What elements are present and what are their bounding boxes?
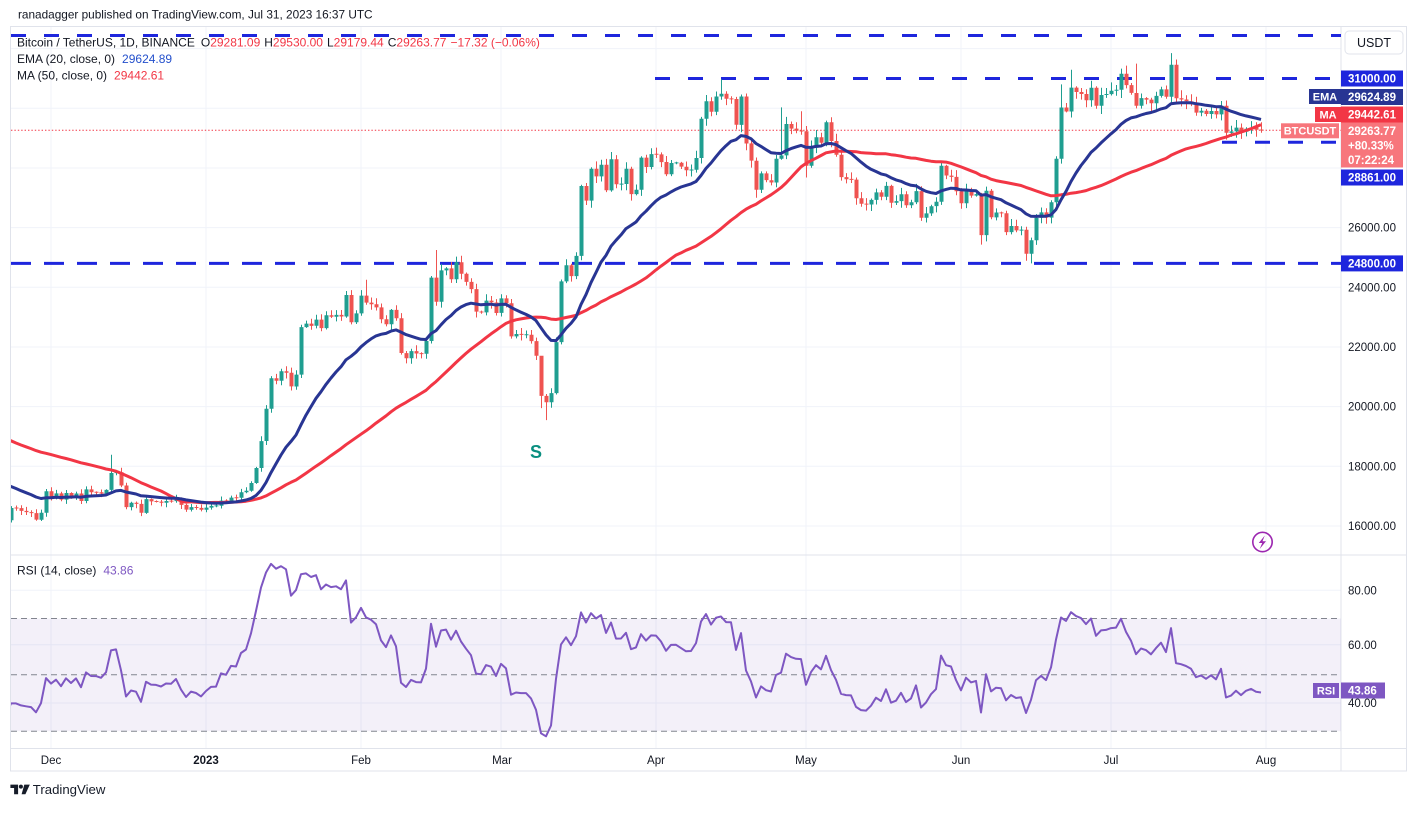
svg-text:+80.33%: +80.33%	[1348, 141, 1394, 153]
svg-text:EMA (20, close, 0)29624.89: EMA (20, close, 0) 29624.89	[17, 52, 172, 66]
svg-text:60.00: 60.00	[1348, 640, 1377, 652]
svg-text:80.00: 80.00	[1348, 585, 1377, 597]
svg-text:2023: 2023	[193, 755, 219, 767]
svg-text:07:22:24: 07:22:24	[1348, 155, 1395, 167]
svg-text:TradingView: TradingView	[33, 782, 106, 797]
svg-text:20000.00: 20000.00	[1348, 402, 1396, 414]
svg-text:Dec: Dec	[41, 755, 62, 767]
svg-text:Jul: Jul	[1104, 755, 1119, 767]
svg-text:Mar: Mar	[492, 755, 512, 767]
svg-text:Apr: Apr	[647, 755, 665, 767]
svg-text:Aug: Aug	[1256, 755, 1276, 767]
svg-text:43.86: 43.86	[1348, 686, 1377, 698]
svg-text:ranadagger published on Tradin: ranadagger published on TradingView.com,…	[18, 8, 373, 22]
svg-text:RSI: RSI	[1317, 685, 1335, 697]
svg-text:MA: MA	[1319, 109, 1336, 121]
svg-text:USDT: USDT	[1357, 36, 1391, 50]
svg-text:22000.00: 22000.00	[1348, 342, 1396, 354]
svg-text:Jun: Jun	[952, 755, 971, 767]
svg-text:31000.00: 31000.00	[1348, 74, 1396, 86]
svg-text:16000.00: 16000.00	[1348, 521, 1396, 533]
svg-text:S: S	[530, 442, 542, 462]
svg-text:29263.77: 29263.77	[1348, 126, 1396, 138]
svg-text:28861.00: 28861.00	[1348, 173, 1396, 185]
svg-text:40.00: 40.00	[1348, 698, 1377, 710]
svg-text:MA (50, close, 0)29442.61: MA (50, close, 0) 29442.61	[17, 69, 164, 83]
svg-text:29442.61: 29442.61	[1348, 110, 1397, 122]
svg-text:Feb: Feb	[351, 755, 371, 767]
svg-text:Bitcoin / TetherUS, 1D, BINANC: Bitcoin / TetherUS, 1D, BINANCE O29281.09…	[17, 36, 540, 50]
svg-text:24800.00: 24800.00	[1348, 258, 1396, 270]
svg-text:BTCUSDT: BTCUSDT	[1284, 126, 1337, 138]
svg-text:RSI (14, close)43.86: RSI (14, close) 43.86	[17, 564, 134, 578]
svg-text:26000.00: 26000.00	[1348, 223, 1396, 235]
svg-text:24000.00: 24000.00	[1348, 282, 1396, 294]
svg-text:18000.00: 18000.00	[1348, 461, 1396, 473]
svg-text:EMA: EMA	[1313, 91, 1338, 103]
svg-text:29624.89: 29624.89	[1348, 92, 1396, 104]
svg-text:May: May	[795, 755, 817, 767]
